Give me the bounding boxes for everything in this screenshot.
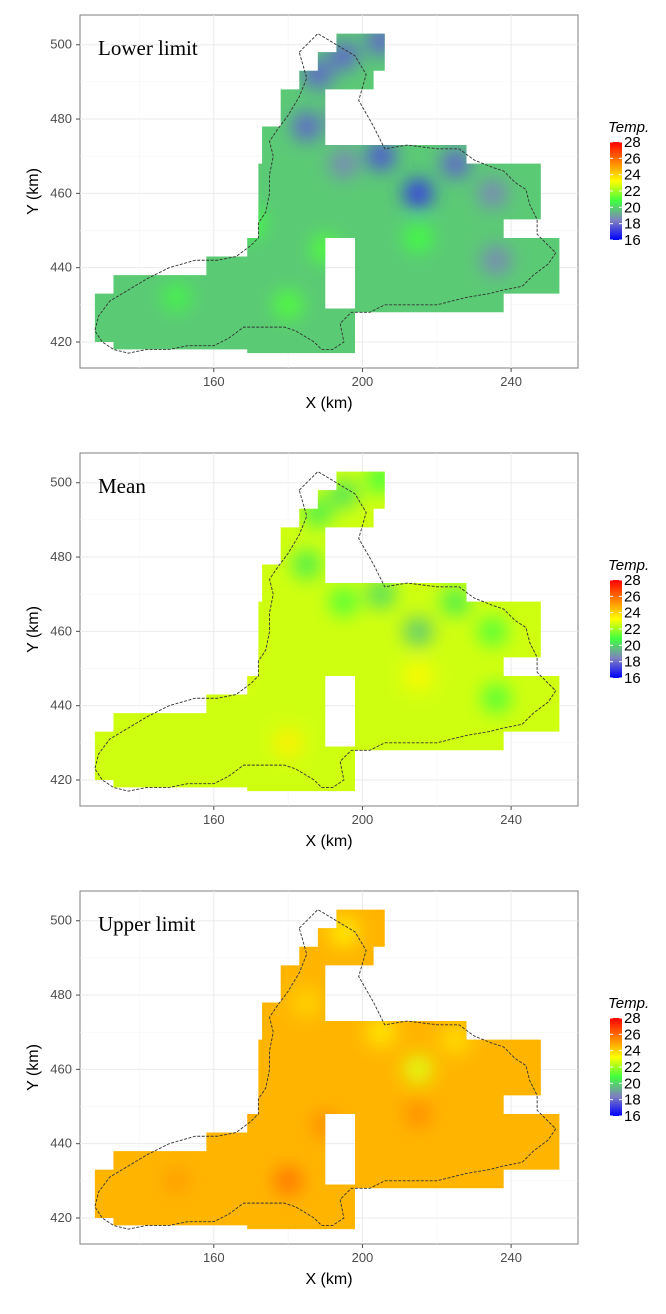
y-axis-title: Y (km) xyxy=(25,168,42,215)
legend-colorbar xyxy=(610,142,622,240)
region-boundary xyxy=(94,33,557,354)
y-tick-label: 500 xyxy=(50,37,72,52)
y-tick-label: 480 xyxy=(50,111,72,126)
x-axis-title: X (km) xyxy=(305,833,352,850)
legend-label: 28 xyxy=(624,134,641,151)
legend-label: 22 xyxy=(624,1059,641,1076)
heat-spot xyxy=(403,660,434,691)
map-panel-lower-limit: 160 200 240 420 440 460 480 500 X (km) Y (km) Lowe… xyxy=(0,0,666,438)
heat-spot xyxy=(273,727,304,758)
x-tick-label: 240 xyxy=(500,1250,522,1265)
heat-spot xyxy=(366,579,397,610)
x-tick-label: 200 xyxy=(352,374,374,389)
legend-label: 24 xyxy=(624,605,641,622)
x-tick-label: 240 xyxy=(500,374,522,389)
heat-spot xyxy=(273,289,304,320)
legend-colorbar xyxy=(610,1018,622,1116)
legend-label: 26 xyxy=(624,588,641,605)
y-tick-label: 480 xyxy=(50,987,72,1002)
map-panel-upper-limit: 160 200 240 420 440 460 480 500 X (km) Y (km) Uppe… xyxy=(0,876,666,1314)
y-tick-label: 500 xyxy=(50,475,72,490)
x-tick-label: 200 xyxy=(352,1250,374,1265)
heat-spot xyxy=(291,111,322,142)
map-panel-mean: 160 200 240 420 440 460 480 500 X (km) Y (km) Mean… xyxy=(0,438,666,876)
y-tick-label: 420 xyxy=(50,334,72,349)
legend-title: Temp. xyxy=(608,995,649,1012)
y-tick-label: 440 xyxy=(50,698,72,713)
y-tick-label: 460 xyxy=(50,185,72,200)
heat-spot xyxy=(440,586,471,617)
heat-spot xyxy=(161,1165,192,1196)
panel-label: Lower limit xyxy=(98,36,198,60)
x-tick-label: 200 xyxy=(352,812,374,827)
x-tick-label: 240 xyxy=(500,812,522,827)
heat-spot xyxy=(403,222,434,253)
heat-spot xyxy=(161,282,192,313)
y-tick-label: 440 xyxy=(50,260,72,275)
heat-spot xyxy=(403,1054,434,1085)
x-tick-label: 160 xyxy=(203,812,225,827)
y-tick-label: 480 xyxy=(50,549,72,564)
legend-label: 20 xyxy=(624,1075,641,1092)
heat-spot xyxy=(481,683,512,714)
legend-colorbar xyxy=(610,580,622,678)
heat-spot xyxy=(273,1165,304,1196)
y-tick-label: 500 xyxy=(50,913,72,928)
legend-label: 24 xyxy=(624,167,641,184)
legend-label: 22 xyxy=(624,183,641,200)
y-tick-label: 460 xyxy=(50,1061,72,1076)
legend-title: Temp. xyxy=(608,119,649,136)
heat-spot xyxy=(440,1024,471,1055)
legend-label: 18 xyxy=(624,216,641,233)
panel-label: Mean xyxy=(98,474,146,498)
x-tick-label: 160 xyxy=(203,374,225,389)
x-tick-label: 160 xyxy=(203,1250,225,1265)
y-tick-label: 440 xyxy=(50,1136,72,1151)
region-boundary xyxy=(94,471,557,792)
legend-label: 20 xyxy=(624,199,641,216)
heat-spot xyxy=(477,616,508,647)
heat-spot xyxy=(403,178,434,209)
legend-label: 18 xyxy=(624,654,641,671)
legend-label: 16 xyxy=(624,1108,641,1125)
legend-label: 26 xyxy=(624,1026,641,1043)
map-upper-limit: 160 200 240 420 440 460 480 500 X (km) Y (km) Uppe… xyxy=(25,890,649,1288)
heat-spot xyxy=(440,148,471,179)
y-axis-title: Y (km) xyxy=(25,606,42,653)
x-axis-title: X (km) xyxy=(305,1271,352,1288)
region-boundary xyxy=(94,909,557,1230)
heat-spot xyxy=(403,616,434,647)
heat-spot xyxy=(291,549,322,580)
legend-label: 26 xyxy=(624,150,641,167)
heat-spots xyxy=(217,471,512,758)
y-tick-label: 460 xyxy=(50,623,72,638)
map-mean: 160 200 240 420 440 460 480 500 X (km) Y (km) Mean… xyxy=(25,452,649,850)
heat-spot xyxy=(328,586,359,617)
heat-spot xyxy=(403,1098,434,1129)
y-tick-label: 420 xyxy=(50,1210,72,1225)
legend-label: 24 xyxy=(624,1043,641,1060)
legend-label: 20 xyxy=(624,637,641,654)
y-tick-label: 420 xyxy=(50,772,72,787)
heat-spot xyxy=(328,148,359,179)
map-lower-limit: 160 200 240 420 440 460 480 500 X (km) Y (km) Lowe… xyxy=(25,14,649,412)
legend-label: 16 xyxy=(624,670,641,687)
heat-spot xyxy=(481,245,512,276)
heat-spot xyxy=(291,987,322,1018)
legend-label: 22 xyxy=(624,621,641,638)
panel-label: Upper limit xyxy=(98,912,196,936)
heat-spot xyxy=(366,141,397,172)
legend-label: 18 xyxy=(624,1092,641,1109)
legend-label: 16 xyxy=(624,232,641,249)
heat-spot xyxy=(477,178,508,209)
legend-label: 28 xyxy=(624,1010,641,1027)
x-axis-title: X (km) xyxy=(305,395,352,412)
heat-spot xyxy=(366,1017,397,1048)
legend-label: 28 xyxy=(624,572,641,589)
legend-title: Temp. xyxy=(608,557,649,574)
y-axis-title: Y (km) xyxy=(25,1044,42,1091)
